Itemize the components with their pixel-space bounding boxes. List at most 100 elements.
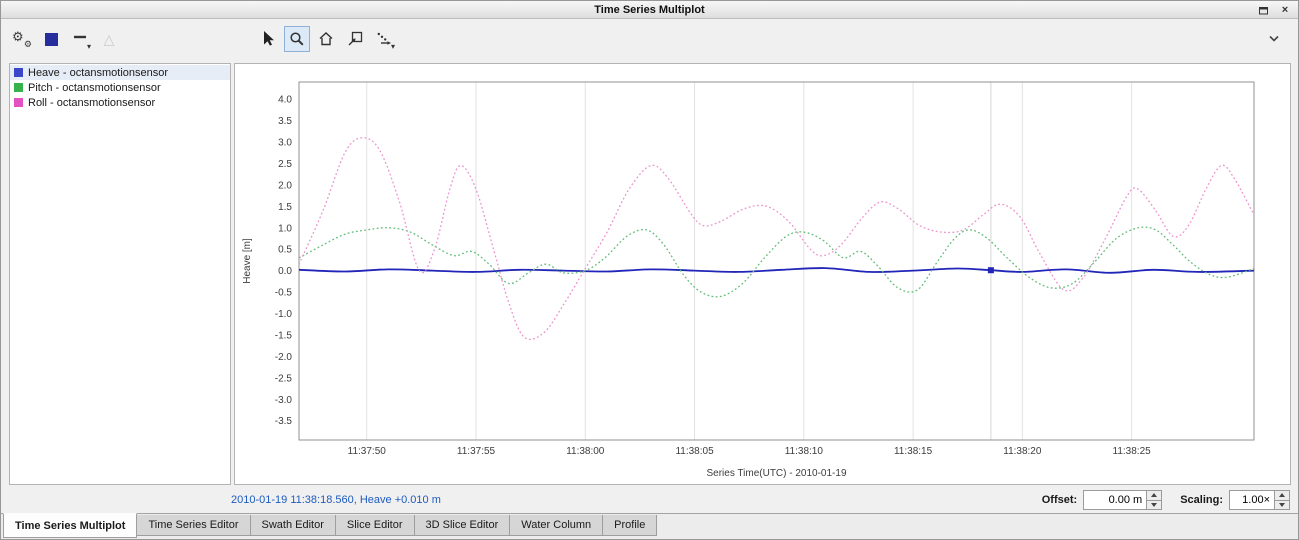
down-arrow-icon xyxy=(1151,502,1158,507)
close-icon: × xyxy=(1281,3,1289,16)
series-color-button[interactable] xyxy=(38,26,64,52)
collapse-toolbar-button[interactable] xyxy=(1261,26,1287,52)
tab-label: Time Series Multiplot xyxy=(15,519,126,532)
tab-profile[interactable]: Profile xyxy=(602,515,658,536)
window-title: Time Series Multiplot xyxy=(594,3,705,16)
svg-text:11:37:50: 11:37:50 xyxy=(348,446,387,457)
svg-text:3.0: 3.0 xyxy=(278,138,292,149)
titlebar[interactable]: Time Series Multiplot × xyxy=(1,1,1298,19)
cursor-track-button[interactable]: ▾ xyxy=(371,26,397,52)
svg-text:11:38:20: 11:38:20 xyxy=(1003,446,1042,457)
zoom-extents-button[interactable] xyxy=(342,26,368,52)
magnifier-icon xyxy=(290,32,304,46)
chevron-down-icon xyxy=(1269,35,1279,42)
pointer-icon xyxy=(264,31,274,46)
line-style-button[interactable]: ▾ xyxy=(67,26,93,52)
offset-increment-button[interactable] xyxy=(1147,491,1162,500)
legend-panel: Heave - octansmotionsensor Pitch - octan… xyxy=(9,63,231,485)
svg-text:2.5: 2.5 xyxy=(278,159,292,170)
tab-label: Time Series Editor xyxy=(148,519,239,531)
up-arrow-icon xyxy=(1151,493,1158,498)
plot-settings-button[interactable]: ⚙ ⚙ xyxy=(9,26,35,52)
tab-label: Water Column xyxy=(521,519,592,531)
scaling-decrement-button[interactable] xyxy=(1275,499,1289,509)
scaling-increment-button[interactable] xyxy=(1275,491,1289,500)
legend-list: Heave - octansmotionsensor Pitch - octan… xyxy=(10,65,230,110)
svg-text:11:38:10: 11:38:10 xyxy=(785,446,824,457)
svg-text:-2.5: -2.5 xyxy=(275,373,293,384)
offset-spinbox xyxy=(1083,490,1163,510)
statusbar: 2010-01-19 11:38:18.560, Heave +0.010 m … xyxy=(1,487,1298,513)
toolbar: ⚙ ⚙ ▾ △ xyxy=(1,19,1298,59)
tab-label: Slice Editor xyxy=(346,519,403,531)
series-color-swatch xyxy=(14,68,23,77)
scaling-label: Scaling: xyxy=(1180,494,1223,506)
svg-text:-3.5: -3.5 xyxy=(275,416,293,427)
offset-spin-buttons xyxy=(1146,491,1162,509)
scaling-spinbox xyxy=(1229,490,1290,510)
legend-item-label: Heave - octansmotionsensor xyxy=(28,66,169,79)
zoom-extents-icon xyxy=(348,31,363,46)
home-view-button[interactable] xyxy=(313,26,339,52)
tab-swath-editor[interactable]: Swath Editor xyxy=(249,515,336,536)
tab-water-column[interactable]: Water Column xyxy=(509,515,604,536)
down-arrow-icon xyxy=(1279,502,1285,507)
offset-input[interactable] xyxy=(1084,491,1147,509)
chevron-down-icon: ▾ xyxy=(390,42,395,51)
svg-text:0.5: 0.5 xyxy=(278,245,292,256)
tab-time-series-multiplot[interactable]: Time Series Multiplot xyxy=(3,513,138,538)
legend-item[interactable]: Roll - octansmotionsensor xyxy=(10,95,230,110)
tab-label: Swath Editor xyxy=(261,519,324,531)
svg-text:Series Time(UTC) - 2010-01-19: Series Time(UTC) - 2010-01-19 xyxy=(706,468,846,479)
tab-label: Profile xyxy=(614,519,646,531)
gears-icon: ⚙ ⚙ xyxy=(12,29,32,49)
float-window-button[interactable] xyxy=(1255,3,1271,17)
svg-text:-1.0: -1.0 xyxy=(275,309,293,320)
color-swatch-icon xyxy=(44,32,58,46)
svg-text:2.0: 2.0 xyxy=(278,180,292,191)
svg-text:11:38:25: 11:38:25 xyxy=(1113,446,1152,457)
chevron-down-icon: ▾ xyxy=(86,42,91,51)
triangle-icon: △ xyxy=(103,30,115,47)
svg-text:4.0: 4.0 xyxy=(278,95,292,106)
cursor-track-icon xyxy=(377,32,391,45)
svg-text:Heave [m]: Heave [m] xyxy=(242,238,253,284)
tab-label: 3D Slice Editor xyxy=(425,519,499,531)
scaling-spin-buttons xyxy=(1274,491,1289,509)
tab-bar: Time Series Multiplot Time Series Editor… xyxy=(1,513,1298,539)
series-color-swatch xyxy=(14,98,23,107)
float-icon xyxy=(1258,6,1268,14)
offset-decrement-button[interactable] xyxy=(1147,499,1162,509)
cursor-readout: 2010-01-19 11:38:18.560, Heave +0.010 m xyxy=(231,494,441,506)
shape-tool-button[interactable]: △ xyxy=(96,26,122,52)
pointer-tool-button[interactable] xyxy=(255,26,281,52)
svg-text:0.0: 0.0 xyxy=(278,266,292,277)
svg-text:-2.0: -2.0 xyxy=(275,352,293,363)
timeseries-chart[interactable]: 11:37:50 11:37:55 11:38:00 11:38:05 11:38:10… xyxy=(235,64,1290,484)
scaling-input[interactable] xyxy=(1230,491,1274,509)
close-window-button[interactable]: × xyxy=(1277,3,1293,17)
svg-text:1.0: 1.0 xyxy=(278,223,292,234)
svg-text:1.5: 1.5 xyxy=(278,202,292,213)
tab-3d-slice-editor[interactable]: 3D Slice Editor xyxy=(413,515,511,536)
svg-text:-0.5: -0.5 xyxy=(275,288,293,299)
tab-time-series-editor[interactable]: Time Series Editor xyxy=(136,515,251,536)
up-arrow-icon xyxy=(1279,493,1285,498)
legend-item[interactable]: Heave - octansmotionsensor xyxy=(10,65,230,80)
chart-panel: 11:37:50 11:37:55 11:38:00 11:38:05 11:38:10… xyxy=(234,63,1291,485)
svg-text:11:38:00: 11:38:00 xyxy=(566,446,605,457)
svg-text:11:37:55: 11:37:55 xyxy=(457,446,496,457)
svg-text:3.5: 3.5 xyxy=(278,116,292,127)
svg-text:11:38:15: 11:38:15 xyxy=(894,446,933,457)
zoom-tool-button[interactable] xyxy=(284,26,310,52)
home-icon xyxy=(319,32,333,46)
offset-label: Offset: xyxy=(1041,494,1078,506)
titlebar-buttons: × xyxy=(1255,1,1293,19)
tab-slice-editor[interactable]: Slice Editor xyxy=(334,515,415,536)
series-color-swatch xyxy=(14,83,23,92)
content-area: Heave - octansmotionsensor Pitch - octan… xyxy=(1,59,1298,487)
svg-text:-3.0: -3.0 xyxy=(275,395,293,406)
legend-item-label: Pitch - octansmotionsensor xyxy=(28,81,161,94)
legend-item[interactable]: Pitch - octansmotionsensor xyxy=(10,80,230,95)
